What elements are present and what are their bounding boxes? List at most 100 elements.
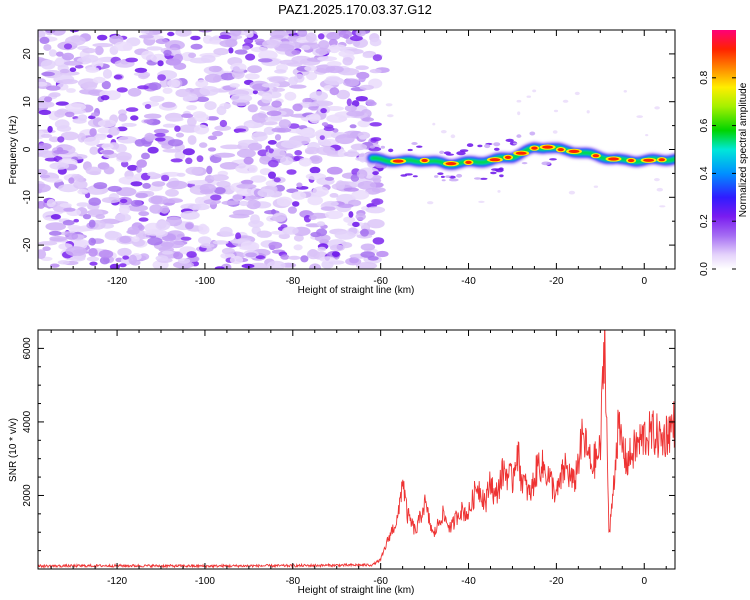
noise-speck	[88, 197, 101, 206]
noise-speck	[182, 148, 195, 156]
noise-speck	[309, 155, 323, 164]
signal-halo-blob	[441, 179, 446, 182]
noise-speck	[155, 220, 171, 231]
noise-speck	[69, 67, 77, 72]
noise-speck	[251, 113, 269, 123]
signal-knot-core	[608, 157, 619, 161]
noise-speck	[230, 93, 253, 103]
noise-speck	[65, 35, 86, 46]
noise-speck	[265, 180, 277, 187]
noise-speck	[39, 101, 55, 108]
signal-halo-blob	[369, 145, 376, 149]
noise-speck	[130, 199, 143, 207]
noise-speck	[63, 43, 73, 50]
noise-speck	[142, 182, 151, 189]
noise-speck	[174, 125, 181, 132]
noise-speck	[293, 73, 305, 83]
noise-speck	[136, 159, 147, 168]
noise-speck	[45, 30, 56, 34]
snr-x-axis: -120 -100 -80 -60 -40 -20 0	[50, 330, 667, 587]
noise-speck	[164, 40, 185, 51]
noise-speck	[174, 150, 186, 160]
noise-speck	[623, 90, 627, 93]
noise-speck	[308, 215, 317, 221]
noise-speck	[38, 241, 58, 246]
noise-speck	[355, 212, 366, 221]
figure-title: PAZ1.2025.170.03.37.G12	[278, 2, 432, 17]
noise-speck	[195, 79, 209, 88]
noise-speck	[323, 126, 335, 132]
noise-speck	[231, 69, 245, 80]
noise-speck	[63, 60, 83, 66]
noise-speck	[369, 122, 382, 127]
signal-knot-core	[421, 158, 428, 163]
noise-speck	[292, 201, 300, 207]
noise-speck	[45, 178, 63, 183]
noise-speck	[321, 122, 329, 127]
noise-speck	[236, 183, 257, 189]
noise-speck	[192, 203, 210, 211]
signal-knot-core	[568, 149, 580, 153]
noise-speck	[372, 178, 382, 184]
noise-speck	[119, 263, 127, 268]
colorbar-tick-label: 0.2	[699, 214, 710, 228]
noise-speck	[165, 189, 179, 197]
noise-speck	[147, 237, 163, 246]
signal-knot-core	[592, 154, 600, 158]
signal-knot-core	[489, 158, 501, 162]
noise-speck	[100, 95, 110, 101]
noise-speck	[291, 191, 307, 200]
noise-speck	[125, 107, 139, 112]
noise-speck	[553, 109, 559, 113]
noise-speck	[64, 111, 75, 118]
signal-halo-blob	[477, 144, 483, 148]
signal-knot-core	[392, 159, 404, 163]
colorbar-tick-label: 0.8	[699, 70, 710, 84]
noise-speck	[304, 146, 320, 155]
noise-speck	[250, 175, 267, 183]
noise-speck	[297, 30, 308, 37]
colorbar-label: Normalized spectral amplitude	[738, 82, 749, 217]
noise-speck	[79, 88, 99, 95]
noise-speck	[159, 205, 170, 214]
noise-speck	[47, 125, 53, 133]
noise-speck	[138, 217, 149, 222]
noise-speck	[351, 189, 370, 200]
noise-speck	[98, 249, 114, 259]
snr-line	[38, 330, 675, 569]
noise-speck	[40, 59, 56, 70]
y-tick-label: 20	[22, 48, 33, 60]
noise-speck	[286, 30, 296, 35]
noise-speck	[107, 185, 122, 192]
noise-speck	[319, 135, 325, 141]
noise-speck	[200, 54, 216, 63]
noise-speck	[230, 30, 242, 37]
noise-speck	[213, 48, 229, 56]
noise-speck	[198, 236, 212, 245]
x-tick-label: -60	[373, 276, 388, 287]
y-tick-label: -10	[22, 190, 33, 205]
noise-speck	[207, 147, 217, 152]
noise-speck	[432, 122, 436, 126]
noise-speck	[88, 248, 98, 257]
noise-speck	[343, 151, 360, 158]
noise-speck	[334, 230, 356, 240]
noise-speck	[234, 49, 248, 55]
noise-speck	[271, 87, 286, 92]
noise-speck	[311, 100, 334, 107]
noise-speck	[266, 110, 282, 117]
noise-speck	[55, 101, 69, 106]
noise-speck	[65, 103, 87, 112]
noise-speck	[239, 200, 249, 207]
x-tick-label: -100	[195, 576, 215, 587]
noise-speck	[263, 126, 276, 135]
noise-speck	[210, 174, 229, 182]
noise-speck	[88, 219, 96, 228]
noise-speck	[77, 189, 89, 195]
noise-speck	[326, 31, 341, 41]
noise-speck	[162, 148, 182, 153]
noise-speck	[144, 229, 166, 236]
noise-speck	[300, 127, 314, 138]
noise-speck	[248, 142, 263, 151]
noise-speck	[42, 246, 51, 251]
